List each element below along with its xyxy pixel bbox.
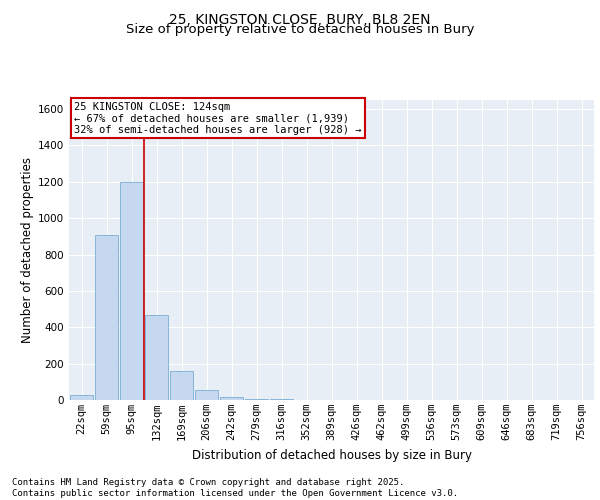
Bar bbox=[119, 182, 143, 400]
Y-axis label: Number of detached properties: Number of detached properties bbox=[21, 157, 34, 343]
Bar bbox=[95, 234, 118, 400]
Text: 25 KINGSTON CLOSE: 124sqm
← 67% of detached houses are smaller (1,939)
32% of se: 25 KINGSTON CLOSE: 124sqm ← 67% of detac… bbox=[74, 102, 362, 134]
Text: Contains HM Land Registry data © Crown copyright and database right 2025.
Contai: Contains HM Land Registry data © Crown c… bbox=[12, 478, 458, 498]
Bar bbox=[220, 396, 244, 400]
X-axis label: Distribution of detached houses by size in Bury: Distribution of detached houses by size … bbox=[191, 448, 472, 462]
Bar bbox=[194, 390, 218, 400]
Text: 25, KINGSTON CLOSE, BURY, BL8 2EN: 25, KINGSTON CLOSE, BURY, BL8 2EN bbox=[169, 12, 431, 26]
Bar bbox=[145, 314, 169, 400]
Bar bbox=[170, 371, 193, 400]
Bar bbox=[70, 394, 94, 400]
Bar bbox=[245, 398, 268, 400]
Text: Size of property relative to detached houses in Bury: Size of property relative to detached ho… bbox=[126, 22, 474, 36]
